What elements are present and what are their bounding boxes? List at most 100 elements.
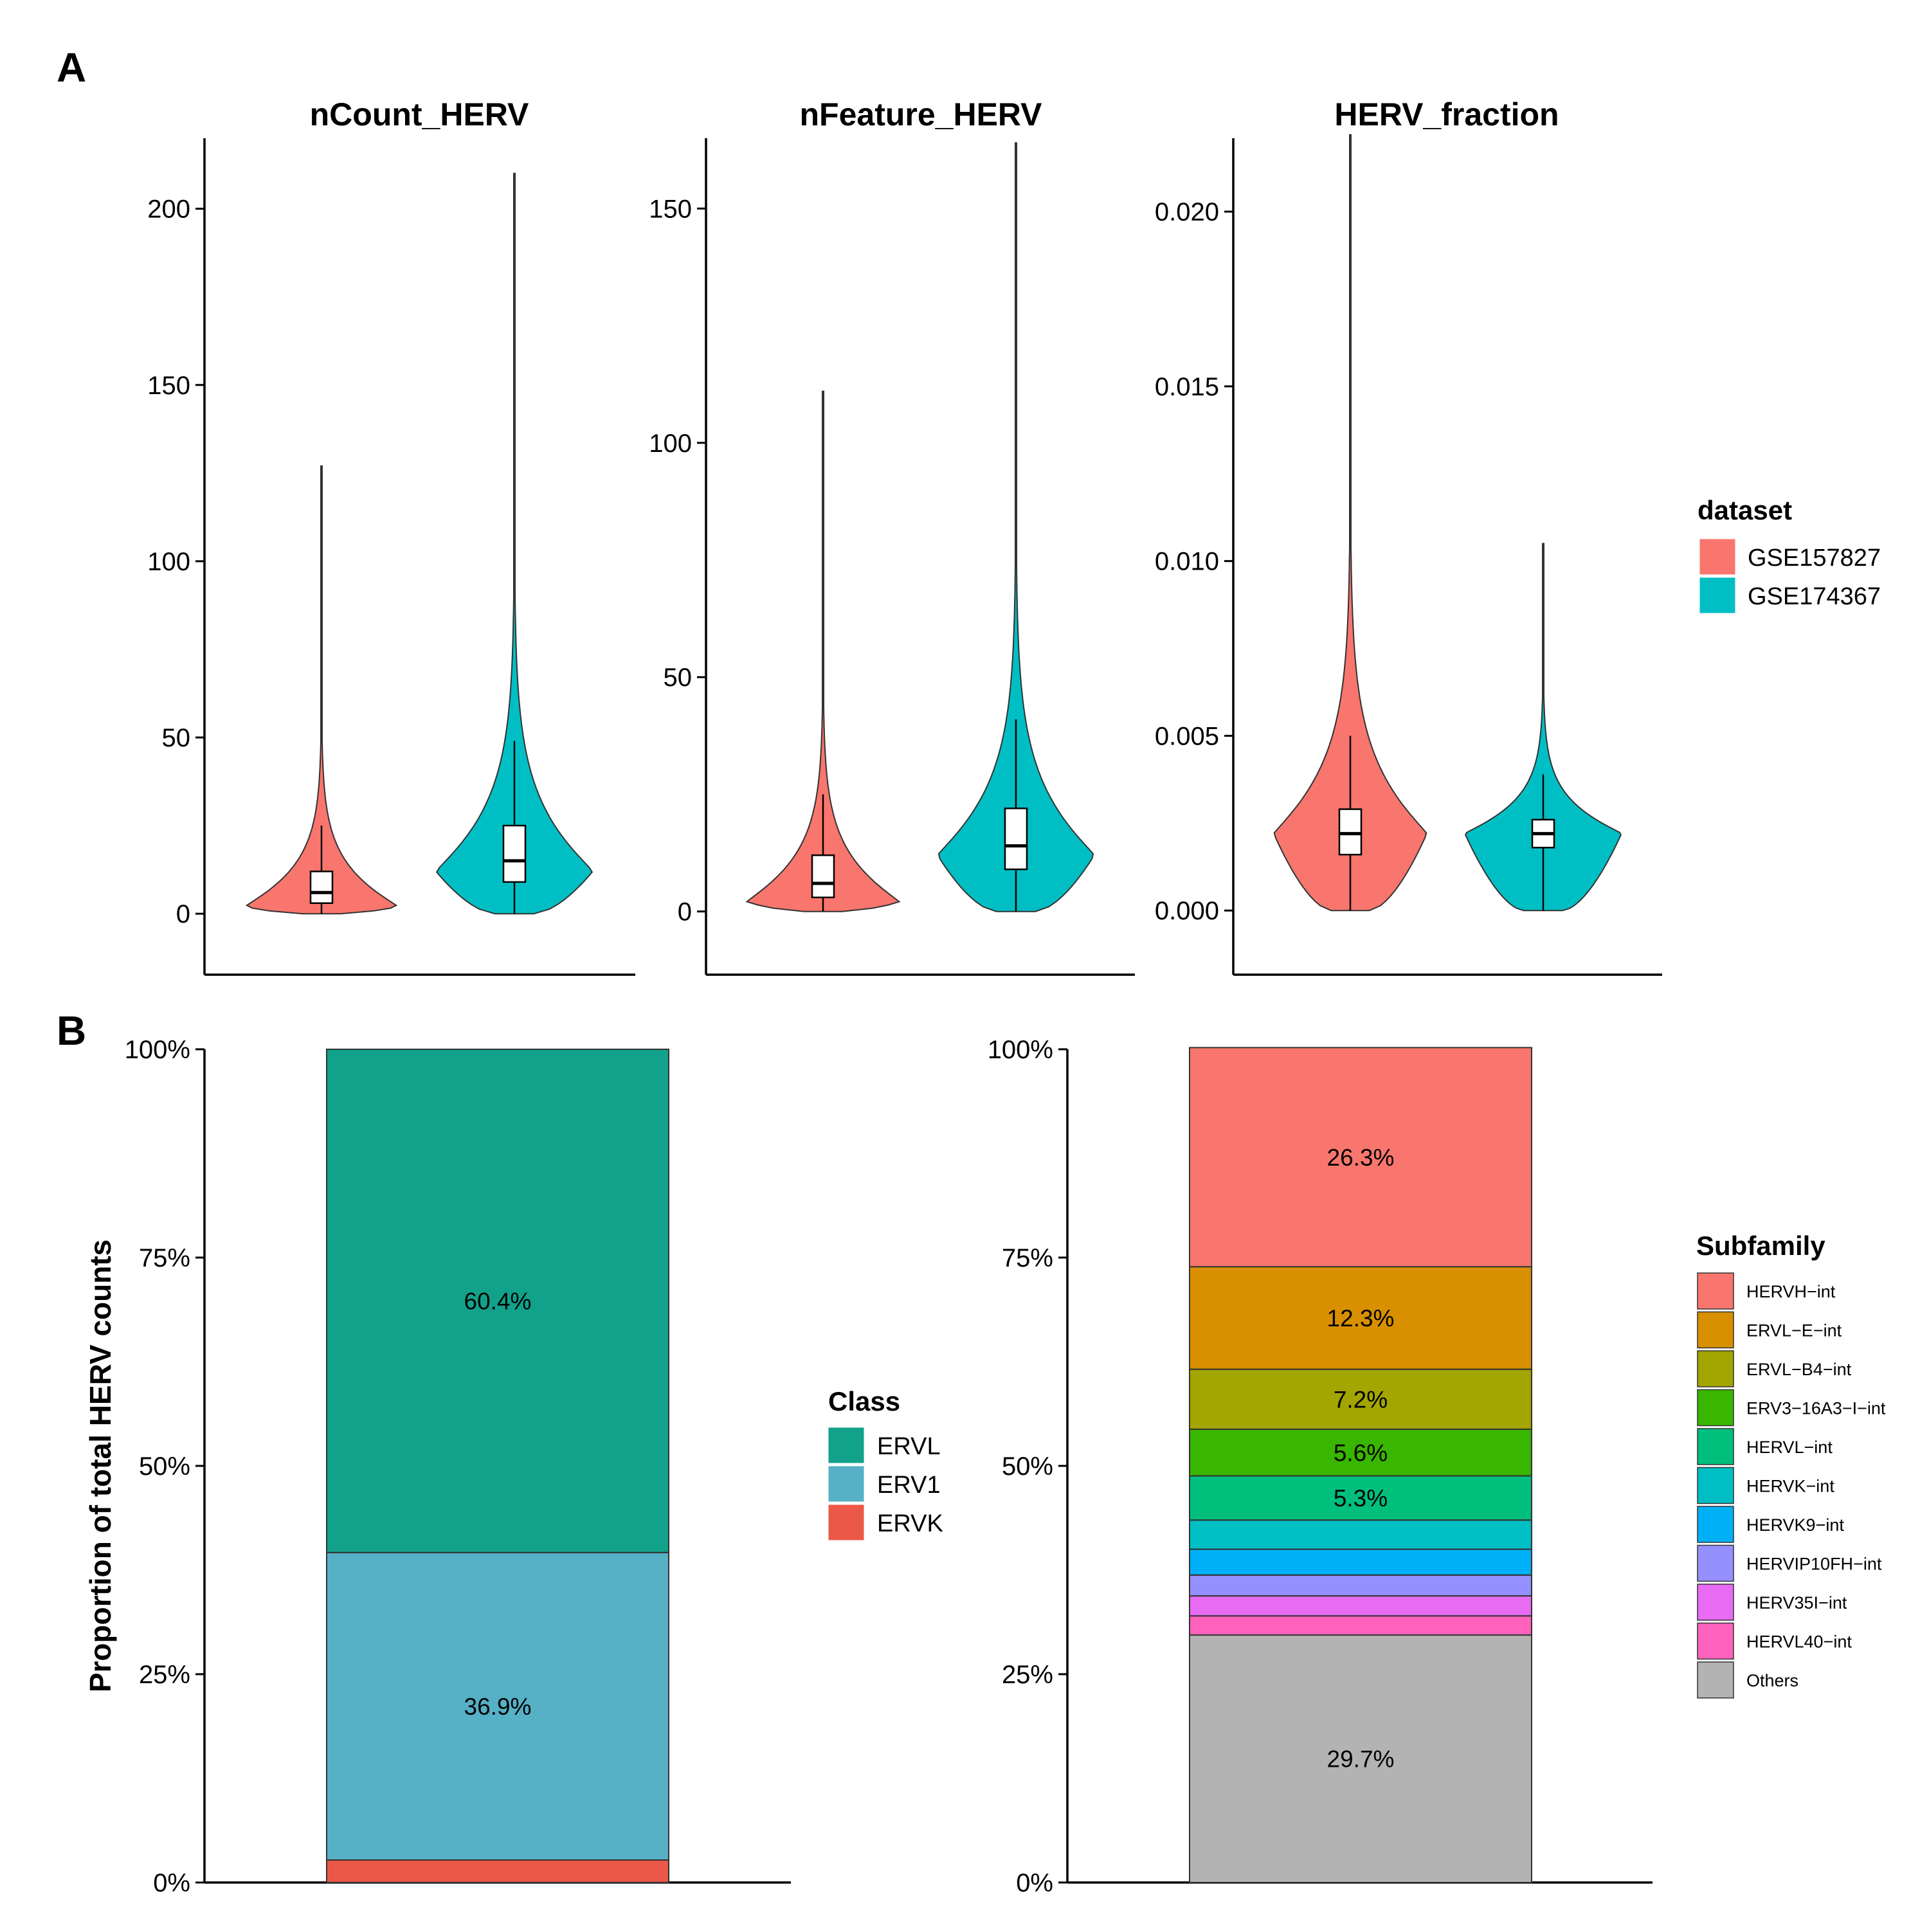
y-tick-label: 0.015 xyxy=(1155,373,1219,401)
bar-segment-ervk xyxy=(326,1859,669,1884)
violin-panel-2: nFeature_HERV 0 50 100 150 xyxy=(649,96,1135,976)
segment-label: 29.7% xyxy=(1327,1746,1395,1773)
segment-label: 12.3% xyxy=(1327,1305,1395,1332)
panel-title: nFeature_HERV xyxy=(800,96,1043,132)
violin-GSE157827 xyxy=(245,465,398,915)
legend-swatch xyxy=(1697,1544,1734,1582)
y-tick-label: 0% xyxy=(153,1869,190,1897)
y-tick-label: 75% xyxy=(1002,1244,1053,1272)
legend-label: ERVL−B4−int xyxy=(1746,1360,1852,1379)
legend-label: ERVK xyxy=(877,1510,943,1537)
y-tick-label: 25% xyxy=(1002,1661,1053,1689)
segment-label: 5.6% xyxy=(1334,1440,1388,1466)
legend-swatch xyxy=(1697,1467,1734,1504)
legend-label: Others xyxy=(1746,1671,1798,1690)
legend-swatch xyxy=(1697,1350,1734,1387)
segment-label: 26.3% xyxy=(1327,1144,1395,1171)
violin-GSE157827 xyxy=(745,390,901,912)
bar-segment-erv3-16a3-i-int xyxy=(1189,1428,1532,1477)
y-tick-label: 50% xyxy=(1002,1452,1053,1481)
y-tick-label: 50 xyxy=(162,724,191,752)
stacked-bar-panel-2: 0% 25% 50% 75% 100% 29.7% 5.3% 5.6% 7.2% 12.3% 26.… xyxy=(988,1036,1653,1897)
legend-swatch xyxy=(1697,1272,1734,1310)
violin-GSE174367 xyxy=(1464,543,1622,912)
y-tick-label: 150 xyxy=(147,372,190,400)
bar-segment-hervk9-int xyxy=(1189,1548,1532,1576)
panel-letter-a: A xyxy=(57,44,86,91)
y-tick-label: 75% xyxy=(139,1244,190,1272)
violin-GSE174367 xyxy=(435,172,593,915)
legend-swatch xyxy=(1699,577,1736,614)
legend-swatch xyxy=(1697,1584,1734,1621)
box-GSE174367 xyxy=(1004,808,1028,871)
bar-segment-hervip10fh-int xyxy=(1189,1574,1532,1597)
y-axis-title: Proportion of total HERV counts xyxy=(84,1240,117,1692)
box-GSE157827 xyxy=(309,871,334,904)
bar-segment-hervk-int xyxy=(1189,1519,1532,1550)
y-tick-label: 25% xyxy=(139,1661,190,1689)
legend-label: HERVK−int xyxy=(1746,1477,1834,1496)
y-tick-label: 50 xyxy=(664,664,693,692)
bar-segment-erv1 xyxy=(326,1551,669,1861)
box-GSE174367 xyxy=(502,824,527,883)
legend-label: HERVL40−int xyxy=(1746,1632,1852,1652)
legend-swatch xyxy=(828,1427,865,1464)
y-tick-label: 0.010 xyxy=(1155,548,1219,576)
box-GSE157827 xyxy=(811,854,835,899)
violin-GSE157827 xyxy=(1273,134,1427,912)
y-tick-label: 0.000 xyxy=(1155,897,1219,925)
legend-label: GSE157827 xyxy=(1748,545,1881,572)
legend-swatch xyxy=(828,1465,865,1503)
box-GSE157827 xyxy=(1338,808,1363,856)
legend-subfamily: Subfamily HERVH−int ERVL−E−int ERVL−B4−int E… xyxy=(1696,1231,1886,1699)
legend-swatch xyxy=(828,1504,865,1541)
legend-swatch xyxy=(1697,1506,1734,1543)
bar-segment-herv35i-int xyxy=(1189,1595,1532,1617)
legend-label: HERVK9−int xyxy=(1746,1515,1844,1535)
y-tick-label: 0 xyxy=(176,900,190,928)
violin-panel-1: nCount_HERV 0 50 100 150 200 xyxy=(147,96,635,976)
panel-title: HERV_fraction xyxy=(1334,96,1559,132)
legend-label: HERVIP10FH−int xyxy=(1746,1555,1882,1574)
segment-label: 60.4% xyxy=(464,1288,532,1314)
legend-title: dataset xyxy=(1698,495,1792,525)
legend-label: ERV1 xyxy=(877,1472,941,1499)
legend-swatch xyxy=(1697,1428,1734,1465)
bar-segment-ervl-b4-int xyxy=(1189,1368,1532,1430)
y-tick-label: 0.005 xyxy=(1155,722,1219,750)
segment-label: 36.9% xyxy=(464,1693,532,1720)
y-tick-label: 100 xyxy=(649,429,692,458)
legend-label: HERVL−int xyxy=(1746,1438,1833,1457)
legend-class: Class ERVL ERV1 ERVK xyxy=(828,1386,943,1541)
y-tick-label: 150 xyxy=(649,195,692,223)
y-tick-label: 200 xyxy=(147,195,190,224)
y-tick-label: 100% xyxy=(988,1036,1053,1064)
bar-segment-ervl xyxy=(326,1049,669,1553)
violin-panel-3: HERV_fraction 0.000 0.005 0.010 0.015 0.020 xyxy=(1155,96,1662,976)
legend-swatch xyxy=(1697,1389,1734,1427)
y-tick-label: 50% xyxy=(139,1452,190,1481)
legend-swatch xyxy=(1697,1661,1734,1699)
segment-label: 7.2% xyxy=(1334,1386,1388,1413)
legend-dataset: dataset GSE157827 GSE174367 xyxy=(1698,495,1881,614)
y-tick-label: 100 xyxy=(147,548,190,576)
bar-segment-hervl40-int xyxy=(1189,1615,1532,1636)
legend-title: Subfamily xyxy=(1696,1231,1825,1261)
bar-segment-hervh-int xyxy=(1189,1047,1532,1268)
legend-label: GSE174367 xyxy=(1748,583,1881,610)
y-tick-label: 100% xyxy=(125,1036,190,1064)
legend-swatch xyxy=(1697,1311,1734,1349)
bar-segment-others xyxy=(1189,1634,1532,1883)
legend-label: ERV3−16A3−I−int xyxy=(1746,1399,1886,1418)
legend-title: Class xyxy=(828,1386,900,1416)
y-tick-label: 0.020 xyxy=(1155,198,1219,226)
legend-swatch xyxy=(1699,538,1736,575)
segment-label: 5.3% xyxy=(1334,1485,1388,1512)
legend-label: HERVH−int xyxy=(1746,1282,1836,1301)
violin-GSE174367 xyxy=(937,142,1094,912)
panel-letter-b: B xyxy=(57,1007,86,1054)
y-tick-label: 0% xyxy=(1016,1869,1053,1897)
bar-segment-hervl-int xyxy=(1189,1475,1532,1521)
